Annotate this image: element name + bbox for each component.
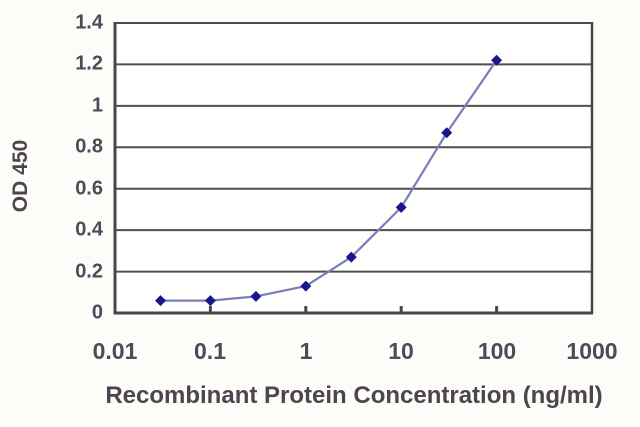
x-tick-label: 1 (299, 338, 313, 364)
y-tick-label: 1.2 (75, 52, 103, 75)
x-tick-label: 0.01 (92, 338, 138, 364)
x-tick-label: 0.1 (194, 338, 226, 364)
x-tick-label: 10 (388, 338, 414, 364)
y-tick-label: 0.8 (75, 135, 103, 158)
x-tick-label: 1000 (566, 338, 618, 364)
x-tick-label: 100 (477, 338, 517, 364)
y-tick-label: 1 (91, 94, 103, 117)
y-tick-label: 0.2 (75, 260, 103, 283)
x-axis-title: Recombinant Protein Concentration (ng/ml… (105, 382, 603, 409)
y-tick-label: 0.4 (75, 218, 103, 241)
y-tick-label: 1.4 (75, 11, 103, 34)
y-axis-title: OD 450 (9, 139, 32, 213)
y-tick-label: 0 (91, 301, 103, 324)
y-tick-label: 0.6 (75, 177, 103, 200)
